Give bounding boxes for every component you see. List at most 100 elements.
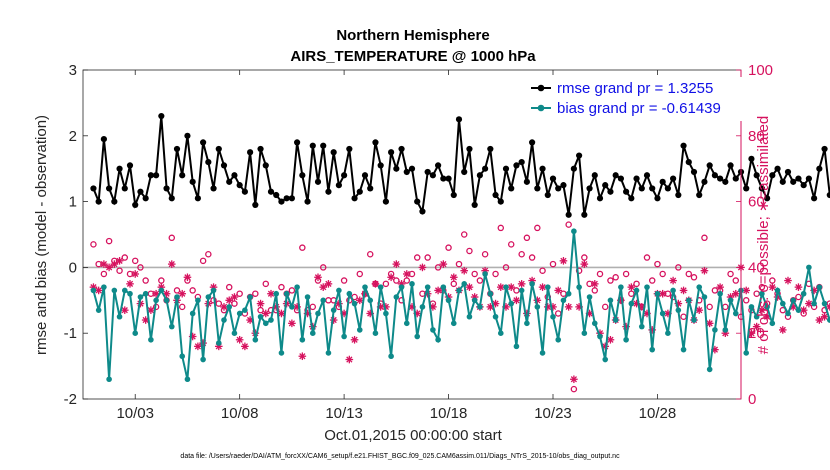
bias-point xyxy=(717,290,723,297)
rmse-point xyxy=(774,165,781,172)
rmse-point xyxy=(455,116,463,123)
possible-marker xyxy=(727,270,734,278)
rmse-point xyxy=(262,162,269,169)
rmse-point xyxy=(628,195,635,202)
rmse-point xyxy=(722,178,729,185)
bias-point xyxy=(106,376,112,383)
assimilated-marker xyxy=(319,283,328,291)
rmse-point xyxy=(90,185,97,192)
assimilated-marker xyxy=(94,286,103,295)
assimilated-marker xyxy=(434,286,442,295)
bias-point xyxy=(330,307,337,313)
possible-marker xyxy=(137,264,144,271)
y2-tick-label: 100 xyxy=(748,62,773,79)
possible-marker xyxy=(507,241,515,248)
bias-point xyxy=(351,300,358,307)
assimilated-marker xyxy=(731,289,740,298)
rmse-point xyxy=(633,175,640,182)
possible-marker xyxy=(643,254,651,261)
assimilated-marker xyxy=(815,316,824,324)
rmse-point xyxy=(769,172,776,179)
possible-marker xyxy=(309,303,317,311)
bias-point xyxy=(508,300,515,307)
bias-point xyxy=(341,333,347,340)
rmse-point xyxy=(419,208,426,215)
bias-point xyxy=(785,310,791,317)
possible-marker xyxy=(408,270,416,278)
bias-point xyxy=(158,287,165,294)
rmse-point xyxy=(173,145,181,153)
rmse-point xyxy=(764,195,771,202)
assimilated-marker xyxy=(496,283,505,291)
bias-point xyxy=(654,290,661,297)
possible-marker xyxy=(220,306,228,314)
possible-marker xyxy=(372,280,379,288)
rmse-point xyxy=(784,168,792,176)
possible-marker xyxy=(178,303,186,311)
chart-title: Northern Hemisphere xyxy=(336,27,489,44)
bias-point xyxy=(242,307,248,313)
bias-point xyxy=(445,297,452,304)
possible-marker xyxy=(534,224,541,232)
bias-point xyxy=(346,290,353,297)
rmse-point xyxy=(147,172,154,179)
rmse-point xyxy=(717,175,724,182)
assimilated-marker xyxy=(345,355,354,364)
bias-point xyxy=(137,294,144,300)
possible-marker xyxy=(319,264,327,271)
rmse-point xyxy=(241,188,248,195)
possible-marker xyxy=(278,283,285,291)
rmse-point xyxy=(429,172,436,179)
assimilated-marker xyxy=(167,260,176,268)
bias-point xyxy=(168,323,175,330)
possible-marker xyxy=(366,250,374,258)
rmse-point xyxy=(288,195,295,202)
possible-marker xyxy=(111,257,118,265)
possible-marker xyxy=(800,310,807,317)
rmse-point xyxy=(549,175,557,182)
possible-marker xyxy=(685,270,693,278)
possible-marker xyxy=(502,264,510,271)
x-axis: 10/03 10/08 10/13 10/18 10/23 10/28 xyxy=(116,70,676,422)
rmse-point xyxy=(330,149,337,156)
assimilated-marker xyxy=(580,260,589,268)
assimilated-marker xyxy=(679,286,688,295)
possible-marker xyxy=(90,241,97,248)
rmse-point xyxy=(508,185,515,192)
rmse-point xyxy=(95,198,102,205)
possible-marker xyxy=(340,277,348,284)
possible-marker xyxy=(121,254,129,261)
assimilated-marker xyxy=(752,322,761,331)
bias-point xyxy=(356,327,363,333)
bias-point xyxy=(257,313,264,320)
rmse-point xyxy=(325,188,332,195)
possible-marker xyxy=(742,297,750,304)
bias-point xyxy=(544,284,551,290)
bias-point xyxy=(231,330,238,337)
x-tick-label: 10/18 xyxy=(430,405,468,422)
rmse-point xyxy=(100,135,107,143)
y2-axis-label: # of obs: o=possible; ∗=assimilated xyxy=(755,116,772,355)
x-tick-label: 10/13 xyxy=(325,405,363,422)
rmse-point xyxy=(257,145,264,153)
bias-point xyxy=(440,284,447,290)
assimilated-marker xyxy=(288,319,296,328)
possible-marker xyxy=(105,237,113,245)
bias-point xyxy=(571,228,577,235)
possible-marker xyxy=(575,267,583,274)
assimilated-marker xyxy=(324,280,333,288)
possible-marker xyxy=(393,277,400,284)
bias-point xyxy=(670,287,676,294)
rmse-point xyxy=(398,145,405,153)
rmse-point xyxy=(790,178,797,185)
legend: rmse grand pr = 1.3255 bias grand pr = -… xyxy=(526,77,744,121)
possible-marker xyxy=(455,260,463,268)
rmse-point xyxy=(805,175,812,182)
assimilated-marker xyxy=(256,299,265,308)
rmse-point xyxy=(727,162,734,169)
rmse-point xyxy=(711,172,718,179)
bias-point xyxy=(132,330,139,337)
assimilated-marker xyxy=(507,283,516,291)
assimilated-marker xyxy=(784,276,792,285)
possible-marker xyxy=(288,287,296,294)
